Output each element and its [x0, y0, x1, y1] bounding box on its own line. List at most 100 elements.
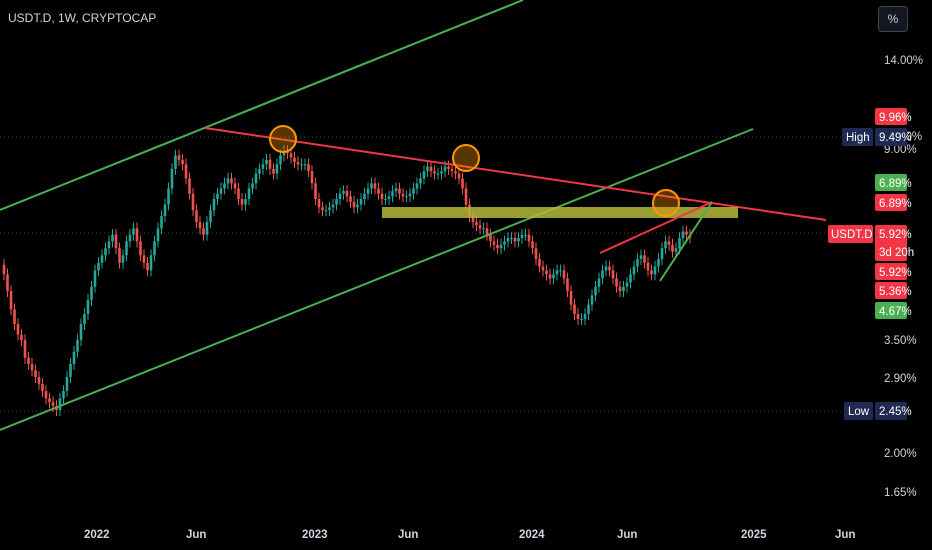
candle-body — [625, 282, 629, 287]
resistance-trendline[interactable] — [204, 127, 827, 221]
highlight-circle-2[interactable] — [452, 144, 480, 172]
candle-body — [664, 241, 667, 249]
candle-body — [317, 199, 321, 208]
candle-body — [37, 377, 41, 384]
candle-body — [440, 171, 443, 174]
channel-upper-line[interactable] — [0, 0, 524, 211]
candle-body — [128, 234, 132, 242]
candle-body — [366, 188, 370, 194]
candle-body — [531, 241, 534, 249]
candle-body — [184, 164, 188, 179]
candle-body — [230, 178, 233, 184]
candle-body — [321, 207, 324, 211]
symbol-title[interactable]: USDT.D, 1W, CRYPTOCAP — [8, 11, 157, 25]
candle-body — [412, 188, 415, 194]
candle-body — [678, 238, 681, 249]
candle-body — [594, 286, 597, 296]
candle-body — [485, 228, 489, 235]
candle-body — [685, 231, 688, 235]
percent-scale-button[interactable]: % — [878, 6, 908, 32]
candle-body — [499, 244, 503, 249]
candle-body — [226, 178, 230, 184]
candle-body — [216, 193, 219, 200]
candle-body — [198, 222, 202, 229]
candle-body — [443, 166, 447, 172]
wedge-upper-line[interactable] — [599, 201, 713, 254]
candle-body — [429, 166, 433, 172]
candle-body — [100, 255, 104, 263]
candle-body — [114, 234, 118, 249]
wedge-lower-line[interactable] — [659, 201, 713, 282]
candle-body — [478, 225, 482, 229]
x-tick-label: 2024 — [519, 529, 545, 541]
candle-body — [9, 291, 13, 310]
candle-body — [125, 241, 128, 256]
candle-body — [237, 188, 240, 200]
candle-body — [331, 204, 335, 208]
candle-body — [569, 291, 573, 305]
candle-body — [597, 278, 601, 287]
candle-body — [566, 278, 569, 292]
y-tick-label: 2.00% — [884, 448, 917, 460]
candle-body — [27, 357, 30, 364]
candle-body — [608, 266, 611, 271]
candle-body — [41, 383, 44, 391]
countdown: 3d 20h — [879, 247, 914, 259]
candle-body — [251, 183, 254, 189]
candle-body — [328, 207, 331, 211]
low-label-bg — [844, 402, 873, 420]
candle-body — [142, 255, 146, 263]
high-label-bg — [842, 128, 873, 146]
y-tick-label: 1.65% — [884, 487, 917, 499]
candles-group — [2, 145, 692, 416]
candle-body — [681, 231, 685, 239]
price-tag-bg — [875, 174, 907, 191]
highlight-circle-3[interactable] — [652, 189, 680, 217]
candle-body — [272, 168, 275, 174]
candle-body — [352, 201, 356, 208]
candle-body — [384, 199, 387, 201]
candle-body — [265, 159, 268, 165]
candle-body — [202, 228, 205, 235]
price-tag-bg — [875, 225, 907, 261]
time-axis[interactable]: 2022 Jun 2023 Jun 2024 Jun 2025 Jun — [84, 529, 855, 541]
candle-body — [247, 188, 251, 200]
candle-body — [618, 286, 622, 292]
candle-body — [583, 314, 587, 320]
candle-body — [62, 390, 65, 399]
candle-body — [601, 270, 604, 279]
highlight-circle-1[interactable] — [269, 125, 297, 153]
candle-body — [538, 258, 541, 267]
candle-body — [209, 210, 212, 223]
candle-body — [359, 199, 363, 205]
candle-body — [338, 193, 342, 200]
x-tick-label: Jun — [398, 529, 418, 541]
candle-body — [223, 183, 226, 189]
low-label: Low — [848, 406, 870, 418]
candle-body — [195, 210, 198, 223]
price-axis[interactable]: 14.00% 11.00% 9.00% 3.50% 2.90% 2.00% 1.… — [884, 55, 923, 499]
candle-body — [314, 183, 317, 200]
candle-body — [401, 193, 405, 197]
candle-body — [177, 155, 181, 160]
candle-body — [461, 178, 464, 189]
y-tick-label: 14.00% — [884, 55, 923, 67]
channel-lower-line[interactable] — [0, 128, 754, 431]
candle-body — [380, 193, 384, 200]
candle-body — [489, 234, 492, 242]
x-tick-label: Jun — [835, 529, 855, 541]
candle-body — [650, 270, 653, 275]
candle-body — [559, 270, 562, 272]
candle-body — [503, 241, 506, 245]
candle-body — [174, 155, 177, 169]
support-zone[interactable] — [382, 207, 738, 218]
candle-body — [191, 193, 195, 211]
candle-body — [76, 340, 79, 352]
candle-body — [135, 228, 139, 242]
candle-body — [345, 191, 349, 197]
candle-body — [405, 196, 408, 198]
x-tick-label: Jun — [617, 529, 637, 541]
candle-body — [121, 255, 125, 263]
candle-body — [233, 183, 237, 189]
